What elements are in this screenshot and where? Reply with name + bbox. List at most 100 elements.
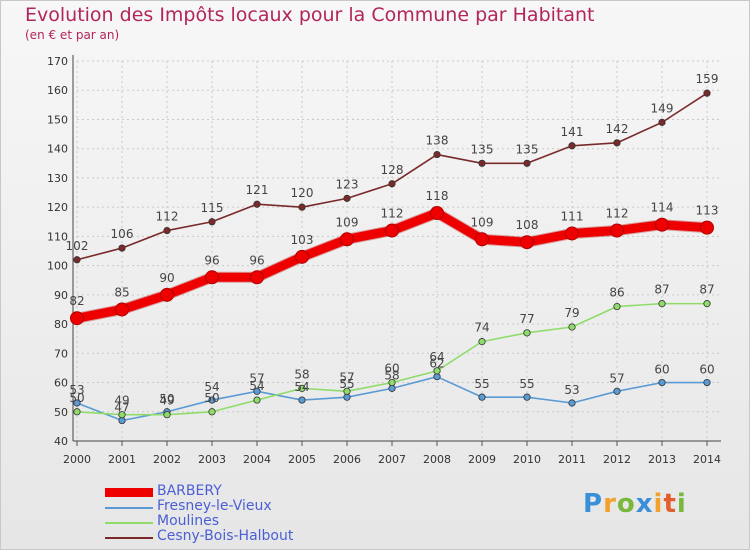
data-label-barbery: 114 [651, 201, 674, 215]
data-point-cesny-bois-halbout [343, 194, 351, 202]
legend-label: Cesny-Bois-Halbout [157, 528, 294, 544]
y-tick-label: 140 [47, 143, 68, 156]
data-label-moulines: 74 [474, 321, 489, 335]
x-tick-label: 2013 [648, 453, 676, 466]
chart-subtitle: (en € et par an) [25, 28, 120, 42]
data-point-barbery [250, 270, 264, 285]
data-point-moulines [523, 329, 531, 337]
data-point-moulines [613, 302, 621, 311]
data-label-cesny-bois-halbout: 112 [156, 210, 179, 224]
x-tick-label: 2002 [153, 453, 181, 466]
data-point-barbery [565, 226, 579, 241]
data-label-fresney-le-vieux: 57 [609, 371, 624, 385]
x-tick-label: 2005 [288, 453, 316, 466]
data-point-moulines [343, 387, 351, 395]
data-point-cesny-bois-halbout [523, 159, 531, 167]
data-label-cesny-bois-halbout: 128 [381, 163, 404, 177]
x-tick-label: 2011 [558, 453, 586, 466]
data-label-barbery: 109 [471, 215, 494, 229]
data-label-moulines: 54 [249, 379, 264, 393]
data-label-fresney-le-vieux: 60 [654, 363, 669, 377]
y-tick-label: 110 [47, 230, 68, 243]
legend-label: Moulines [157, 513, 220, 529]
data-label-fresney-le-vieux: 58 [384, 368, 399, 382]
data-label-barbery: 109 [336, 215, 359, 229]
data-point-fresney-le-vieux [343, 393, 351, 401]
data-point-moulines [703, 300, 711, 308]
data-point-moulines [253, 396, 261, 404]
data-point-barbery [160, 287, 174, 302]
data-label-moulines: 86 [609, 286, 624, 300]
data-label-barbery: 96 [204, 253, 219, 267]
y-tick-label: 130 [47, 172, 68, 185]
data-point-moulines [658, 300, 666, 308]
data-point-cesny-bois-halbout [478, 159, 486, 167]
data-point-moulines [568, 323, 576, 331]
series-layer [70, 89, 714, 425]
data-point-fresney-le-vieux [568, 399, 576, 407]
data-label-moulines: 87 [654, 283, 669, 297]
x-tick-label: 2001 [108, 453, 136, 466]
data-point-cesny-bois-halbout [613, 139, 621, 147]
data-label-fresney-le-vieux: 55 [474, 377, 489, 391]
data-point-cesny-bois-halbout [388, 180, 396, 188]
data-label-fresney-le-vieux: 47 [114, 401, 129, 415]
logo-letter: P [583, 489, 604, 519]
logo-letter: x [635, 489, 654, 519]
data-label-fresney-le-vieux: 53 [564, 383, 579, 397]
data-point-barbery [475, 232, 489, 247]
data-point-fresney-le-vieux [253, 387, 261, 395]
data-point-fresney-le-vieux [703, 378, 711, 387]
data-label-barbery: 82 [69, 294, 84, 308]
data-point-moulines [118, 411, 126, 419]
x-tick-label: 2003 [198, 453, 226, 466]
data-label-fresney-le-vieux: 55 [519, 377, 534, 391]
data-label-fresney-le-vieux: 55 [339, 377, 354, 391]
data-label-fresney-le-vieux: 50 [159, 392, 174, 406]
data-label-barbery: 111 [561, 209, 584, 223]
data-label-moulines: 77 [519, 312, 534, 326]
x-tick-label: 2006 [333, 453, 361, 466]
data-label-cesny-bois-halbout: 142 [606, 122, 629, 136]
data-label-cesny-bois-halbout: 135 [471, 142, 494, 156]
x-tick-label: 2014 [693, 453, 721, 466]
data-point-barbery [205, 270, 219, 285]
data-label-moulines: 58 [294, 367, 309, 381]
data-point-barbery [340, 232, 354, 247]
y-tick-label: 170 [47, 55, 68, 68]
data-point-barbery [70, 311, 84, 326]
data-point-fresney-le-vieux [118, 416, 126, 425]
x-tick-label: 2007 [378, 453, 406, 466]
y-tick-label: 100 [47, 260, 68, 273]
data-label-cesny-bois-halbout: 135 [516, 142, 539, 156]
x-tick-label: 2008 [423, 453, 451, 466]
data-label-fresney-le-vieux: 54 [294, 380, 309, 394]
data-label-cesny-bois-halbout: 149 [651, 101, 674, 115]
data-point-cesny-bois-halbout [298, 203, 306, 211]
data-point-moulines [298, 384, 306, 392]
data-label-cesny-bois-halbout: 138 [426, 134, 449, 148]
data-point-moulines [478, 338, 486, 346]
x-tick-label: 2009 [468, 453, 496, 466]
data-point-cesny-bois-halbout [118, 244, 126, 252]
data-label-barbery: 85 [114, 285, 129, 299]
x-tick-label: 2000 [63, 453, 91, 466]
logo-letter: r [603, 489, 617, 519]
chart-title: Evolution des Impôts locaux pour la Comm… [25, 4, 595, 26]
proxiti-logo: Proxiti [583, 489, 687, 519]
legend-swatch [105, 507, 153, 509]
data-point-fresney-le-vieux [208, 396, 216, 404]
x-tick-label: 2004 [243, 453, 271, 466]
data-point-barbery [700, 220, 714, 235]
data-label-barbery: 112 [606, 207, 629, 221]
data-point-barbery [430, 206, 444, 220]
data-label-fresney-le-vieux: 62 [429, 357, 444, 371]
data-label-barbery: 113 [696, 204, 719, 218]
logo-letter: i [676, 489, 687, 519]
data-label-barbery: 103 [291, 233, 314, 247]
data-label-moulines: 50 [69, 391, 84, 405]
data-label-moulines: 60 [384, 362, 399, 376]
y-tick-label: 120 [47, 201, 68, 214]
